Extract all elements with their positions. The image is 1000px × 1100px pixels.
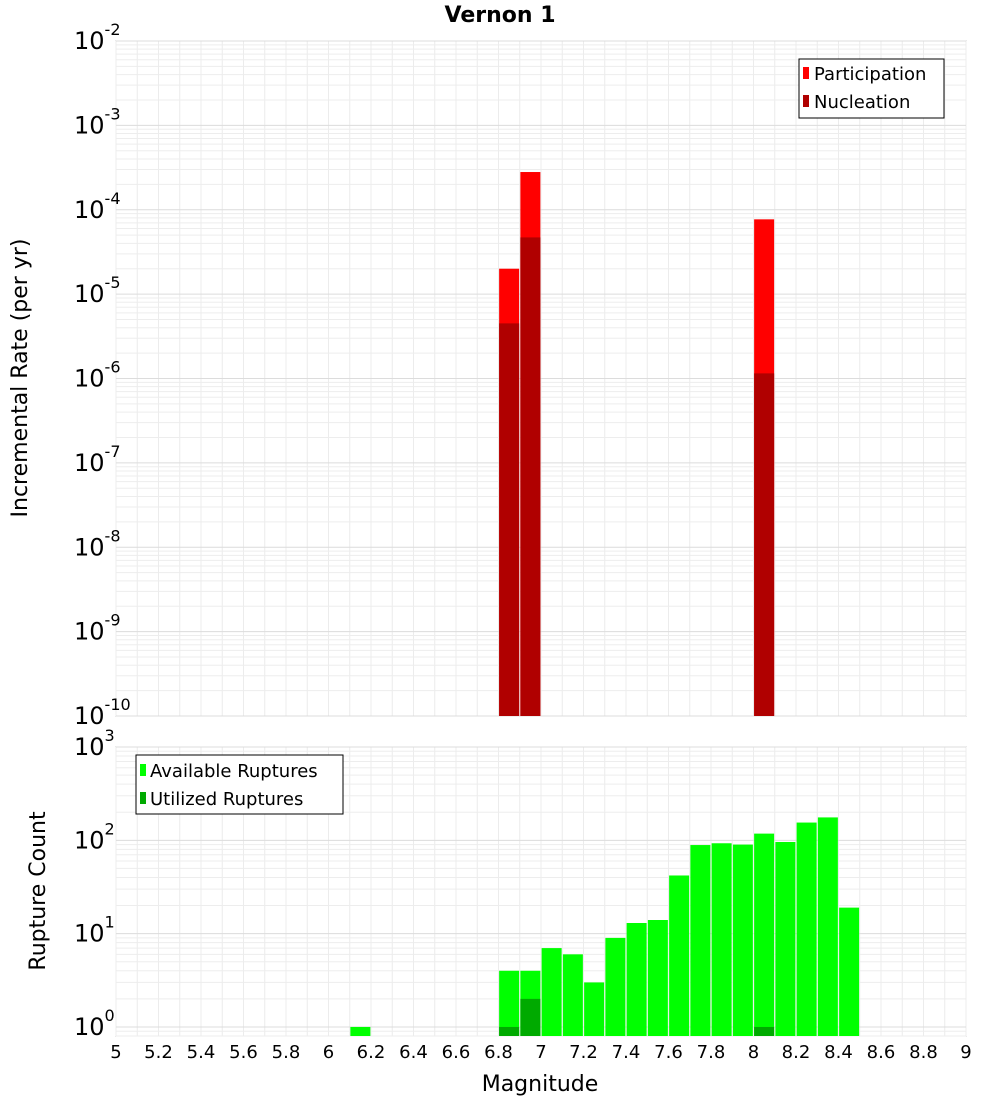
bar-available-ruptures [542, 948, 562, 1036]
rate-panel: 10-10 10-9 10-8 10-7 10-6 10-5 10-4 10-3 10-2 In… [8, 20, 966, 730]
y-tick-label: 103 [74, 726, 115, 761]
x-tick-label: 8 [748, 1042, 759, 1063]
y-tick-label: 10-4 [74, 189, 121, 224]
bar-available-ruptures [818, 817, 838, 1036]
x-tick-label: 7.4 [612, 1042, 641, 1063]
y-tick-label: 10-3 [74, 104, 121, 139]
y-tick-label: 10-2 [74, 20, 121, 55]
x-tick-label: 7.6 [654, 1042, 683, 1063]
y-tick-label: 102 [74, 819, 115, 854]
x-tick-label: 6.6 [442, 1042, 471, 1063]
bar-available-ruptures [350, 1027, 370, 1036]
x-tick-label: 8.2 [782, 1042, 811, 1063]
x-tick-label: 6 [323, 1042, 334, 1063]
bar-nucleation [520, 237, 540, 716]
rate-grid [116, 41, 966, 716]
legend-label-nucleation: Nucleation [814, 92, 910, 113]
x-axis-title: Magnitude [482, 1072, 599, 1097]
bar-available-ruptures [775, 842, 795, 1036]
y-tick-label: 10-9 [74, 611, 121, 646]
y-tick-label: 101 [74, 913, 115, 948]
bar-nucleation [754, 373, 774, 716]
bar-available-ruptures [839, 908, 859, 1036]
count-y-ticks: 100 101 102 103 [74, 726, 115, 1041]
legend-swatch-utilized [140, 792, 146, 804]
bar-available-ruptures [627, 923, 647, 1036]
x-tick-label: 9 [960, 1042, 971, 1063]
x-tick-label: 5.4 [187, 1042, 216, 1063]
bar-available-ruptures [669, 875, 689, 1036]
rate-legend: Participation Nucleation [799, 59, 944, 118]
legend-label-available: Available Ruptures [150, 761, 318, 782]
bar-utilized-ruptures [520, 999, 540, 1036]
x-tick-label: 8.4 [824, 1042, 853, 1063]
y-tick-label: 100 [74, 1006, 115, 1041]
x-tick-label: 8.6 [867, 1042, 896, 1063]
bar-available-ruptures [648, 920, 668, 1036]
x-tick-label: 6.8 [484, 1042, 513, 1063]
count-legend: Available Ruptures Utilized Ruptures [136, 755, 343, 814]
bar-available-ruptures [499, 971, 519, 1036]
legend-swatch-nucleation [803, 95, 809, 107]
bar-available-ruptures [584, 982, 604, 1036]
x-tick-label: 6.2 [357, 1042, 386, 1063]
x-tick-label: 5.2 [144, 1042, 173, 1063]
bar-utilized-ruptures [499, 1027, 519, 1036]
x-tick-label: 7.8 [697, 1042, 726, 1063]
rate-y-axis-title: Incremental Rate (per yr) [8, 239, 33, 518]
legend-swatch-participation [803, 67, 809, 79]
bar-available-ruptures [754, 834, 774, 1036]
legend-label-participation: Participation [814, 64, 926, 85]
x-tick-label: 5 [110, 1042, 121, 1063]
bar-available-ruptures [733, 845, 753, 1036]
y-tick-label: 10-10 [74, 695, 131, 730]
chart-title: Vernon 1 [445, 3, 556, 28]
y-tick-label: 10-7 [74, 442, 121, 477]
chart: Vernon 1 10-1010-910-810-710-610-510-410… [0, 0, 1000, 1100]
y-tick-label: 10-8 [74, 526, 121, 561]
bar-nucleation [499, 323, 519, 716]
legend-swatch-available [140, 764, 146, 776]
y-tick-label: 10-6 [74, 358, 121, 393]
x-tick-label: 6.4 [399, 1042, 428, 1063]
x-tick-label: 5.6 [229, 1042, 258, 1063]
y-tick-label: 10-5 [74, 273, 121, 308]
x-tick-label: 5.8 [272, 1042, 301, 1063]
legend-label-utilized: Utilized Ruptures [150, 789, 303, 810]
count-y-axis-title: Rupture Count [26, 811, 51, 971]
x-tick-label: 8.8 [909, 1042, 938, 1063]
bar-available-ruptures [797, 823, 817, 1036]
x-tick-label: 7.2 [569, 1042, 598, 1063]
bar-available-ruptures [712, 843, 732, 1036]
count-panel: 100 101 102 103 5 5.2 5.4 5.6 5.8 6 6.2 6.4 6.6 6.8 7… [26, 726, 972, 1097]
count-x-ticks: 5 5.2 5.4 5.6 5.8 6 6.2 6.4 6.6 6.8 7 7.2 7.4 7.6 7.8 8… [110, 1042, 971, 1063]
bar-available-ruptures [605, 938, 625, 1036]
bar-available-ruptures [563, 954, 583, 1036]
bar-available-ruptures [690, 845, 710, 1036]
bar-utilized-ruptures [754, 1027, 774, 1036]
x-tick-label: 7 [535, 1042, 546, 1063]
